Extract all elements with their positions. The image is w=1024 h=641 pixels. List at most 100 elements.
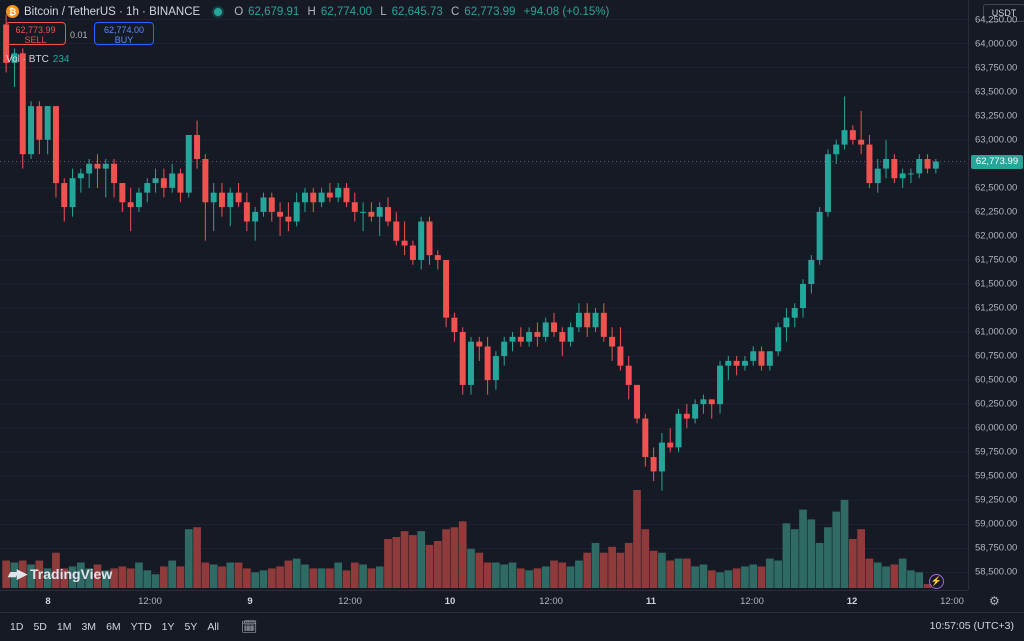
- candle-body: [658, 442, 665, 472]
- volume-bar: [923, 584, 932, 588]
- volume-bar: [367, 568, 376, 588]
- range-selector: 1D 5D 1M 3M 6M YTD 1Y 5Y All: [0, 621, 219, 633]
- candle-body: [28, 106, 35, 155]
- volume-bar: [840, 499, 849, 588]
- volume-bar: [658, 552, 666, 588]
- volume-bar: [566, 566, 575, 588]
- candle-body: [401, 240, 408, 246]
- time-tick: 10: [444, 596, 456, 607]
- candle-body: [476, 341, 483, 347]
- currency-button[interactable]: USDT: [983, 4, 1024, 22]
- volume-bar: [184, 529, 193, 588]
- price-axis[interactable]: USDT 64,250.00 64,000.00 63,750.00 63,500.0…: [968, 0, 1024, 590]
- range-button-all[interactable]: All: [207, 621, 220, 633]
- candle-body: [683, 413, 690, 419]
- volume-bar: [907, 570, 915, 588]
- candle-body: [741, 360, 748, 366]
- candle-body: [725, 360, 732, 366]
- candle-body: [700, 399, 707, 405]
- candle-body: [858, 139, 865, 145]
- range-button-1d[interactable]: 1D: [10, 621, 24, 633]
- price-grid: [0, 19, 968, 573]
- price-tick: 62,500.00: [975, 182, 1018, 194]
- volume-bar: [18, 560, 27, 588]
- volume-bar: [857, 529, 865, 588]
- volume-legend[interactable]: Vol · BTC 234: [6, 54, 69, 65]
- volume-bar: [641, 529, 650, 588]
- buy-button[interactable]: 62,774.00 BUY: [94, 22, 154, 45]
- volume-bar: [85, 568, 94, 588]
- candle-body: [293, 202, 300, 222]
- range-button-ytd[interactable]: YTD: [130, 621, 152, 633]
- candle-body: [667, 442, 674, 448]
- lightning-icon[interactable]: ⚡: [929, 574, 944, 589]
- settings-gear-icon[interactable]: ⚙: [989, 594, 1000, 608]
- candle-body: [766, 351, 773, 366]
- range-button-1y[interactable]: 1Y: [161, 621, 175, 633]
- symbol-title[interactable]: Bitcoin / TetherUS · 1h · BINANCE: [24, 5, 201, 18]
- tradingview-brand: TradingView: [30, 566, 113, 582]
- candle-body: [86, 163, 93, 174]
- range-button-6m[interactable]: 6M: [106, 621, 121, 633]
- candle-body: [243, 202, 250, 222]
- range-button-5y[interactable]: 5Y: [184, 621, 198, 633]
- volume-bar: [101, 570, 110, 588]
- candle-body: [824, 154, 831, 212]
- sell-button[interactable]: 62,773.99 SELL: [5, 22, 66, 45]
- candle-body: [468, 341, 474, 385]
- volume-bar: [135, 562, 143, 588]
- volume-bar: [442, 529, 450, 588]
- range-button-3m[interactable]: 3M: [81, 621, 97, 633]
- candlestick-chart[interactable]: [0, 0, 968, 590]
- price-tick: 59,250.00: [975, 494, 1018, 506]
- time-axis[interactable]: 8 12:00 9 12:00 10 12:00 11 12:00 12 12:00: [0, 590, 968, 613]
- candle-body: [775, 327, 782, 352]
- candle-body: [19, 53, 26, 155]
- candle-body: [526, 332, 533, 342]
- candle-body: [592, 312, 599, 328]
- candle-body: [891, 159, 898, 179]
- volume-bar: [284, 560, 293, 588]
- volume-bar: [350, 562, 359, 588]
- price-tick: 59,000.00: [975, 518, 1018, 530]
- volume-bar: [824, 527, 832, 588]
- range-button-5d[interactable]: 5D: [33, 621, 47, 633]
- candle-body: [268, 197, 275, 212]
- candle-body: [102, 163, 109, 169]
- volume-bar: [774, 560, 782, 588]
- volume-bar: [292, 558, 301, 588]
- volume-bar: [309, 568, 318, 588]
- price-tick: 60,750.00: [975, 350, 1018, 362]
- price-tick: 61,750.00: [975, 254, 1018, 266]
- volume-bar: [500, 564, 509, 588]
- volume-bar: [616, 552, 625, 588]
- volume-bar: [558, 562, 567, 588]
- candle-body: [260, 197, 267, 212]
- candle-body: [277, 211, 284, 217]
- candle-body: [335, 187, 342, 198]
- volume-bar: [68, 566, 77, 588]
- candle-body: [501, 341, 508, 357]
- price-tick: 59,500.00: [975, 470, 1018, 482]
- volume-bar: [649, 550, 658, 588]
- range-button-1m[interactable]: 1M: [56, 621, 72, 633]
- candle-body: [61, 183, 68, 208]
- candle-body: [866, 144, 873, 184]
- candle-body: [310, 192, 317, 203]
- volume-bar: [409, 535, 417, 588]
- candle-body: [11, 53, 18, 63]
- candle-body: [52, 106, 59, 184]
- candle-body: [625, 365, 632, 385]
- candle-body: [376, 207, 383, 217]
- price-tick: 63,000.00: [975, 134, 1018, 146]
- clock-timezone[interactable]: 10:57:05 (UTC+3): [929, 620, 1014, 632]
- candle-body: [534, 332, 541, 337]
- volume-bar: [541, 566, 550, 588]
- tradingview-logo: ▰▶ TradingView: [8, 566, 112, 582]
- volume-bar: [342, 570, 351, 588]
- price-tick: 64,250.00: [975, 14, 1018, 26]
- volume-bar: [2, 560, 11, 588]
- calendar-goto-icon[interactable]: 🗓: [241, 619, 258, 634]
- candle-body: [874, 168, 881, 184]
- volume-bar: [475, 552, 484, 588]
